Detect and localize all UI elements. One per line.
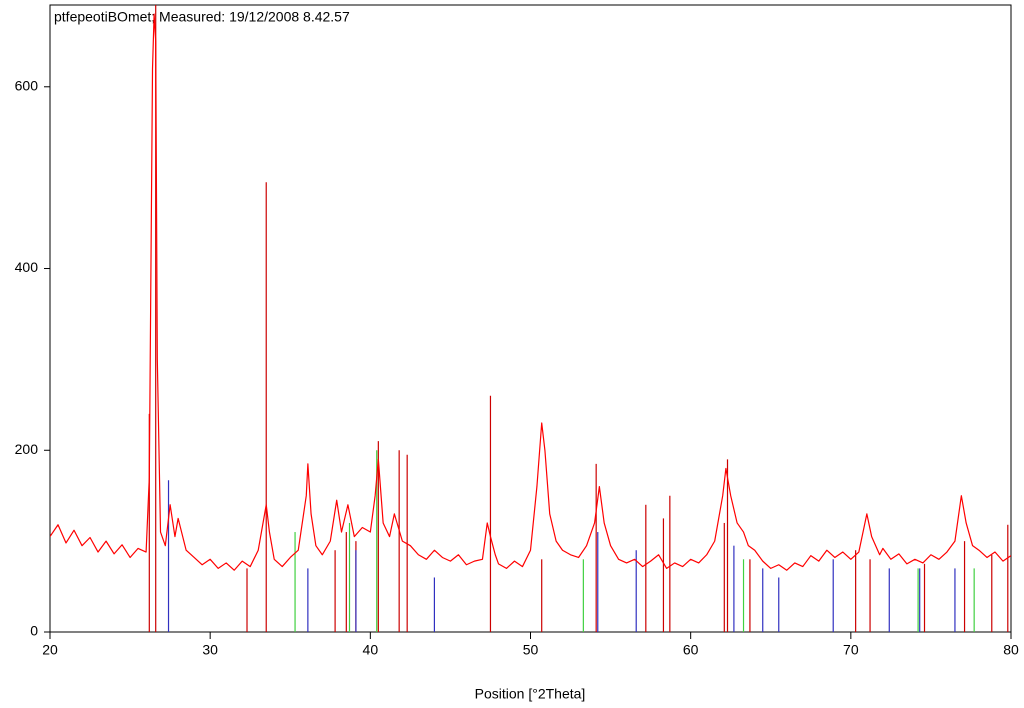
y-tick-label: 400 bbox=[15, 259, 39, 275]
measured-pattern bbox=[50, 13, 1011, 571]
x-tick-label: 40 bbox=[363, 642, 379, 658]
x-tick-label: 70 bbox=[843, 642, 859, 658]
y-tick-label: 0 bbox=[30, 623, 38, 639]
plot-frame bbox=[49, 4, 1012, 633]
y-tick-label: 200 bbox=[15, 441, 39, 457]
x-tick-label: 60 bbox=[683, 642, 699, 658]
chart-title: ptfepeotiBOmet; Measured: 19/12/2008 8.4… bbox=[54, 9, 350, 25]
x-tick-label: 80 bbox=[1003, 642, 1019, 658]
x-axis-label: Position [°2Theta] bbox=[475, 686, 586, 702]
x-tick-label: 50 bbox=[523, 642, 539, 658]
x-tick-label: 30 bbox=[202, 642, 218, 658]
x-tick-label: 20 bbox=[42, 642, 58, 658]
y-tick-label: 600 bbox=[15, 77, 39, 93]
plot-area bbox=[50, 5, 1011, 632]
